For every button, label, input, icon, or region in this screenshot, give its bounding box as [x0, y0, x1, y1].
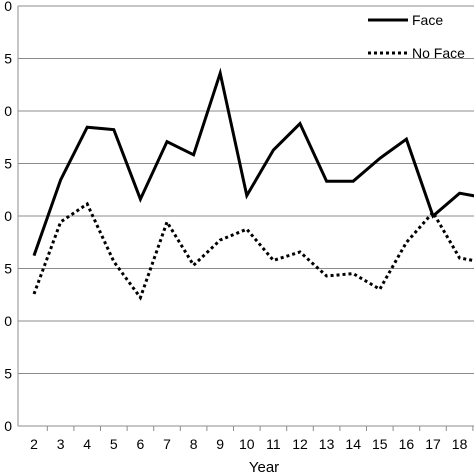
y-tick-label: 0 — [4, 418, 12, 434]
x-tick-label: 7 — [163, 436, 171, 452]
x-tick-label: 9 — [216, 436, 224, 452]
y-tick-label: 5 — [4, 366, 12, 382]
tick-labels: 0505050502345678910111213141516171819 — [4, 0, 468, 452]
legend: Face No Face — [368, 12, 465, 61]
series-line-no-face — [32, 201, 474, 301]
x-tick-label: 11 — [266, 436, 281, 452]
x-tick-label: 16 — [399, 436, 415, 452]
x-tick-label: 14 — [345, 436, 361, 452]
x-axis-title: Year — [249, 459, 279, 474]
series-line-face — [32, 67, 474, 257]
x-tick-label: 13 — [319, 436, 335, 452]
y-tick-label: 5 — [4, 51, 12, 67]
y-tick-label: 5 — [4, 261, 12, 277]
x-tick-label: 8 — [190, 436, 198, 452]
x-tick-label: 2 — [30, 436, 38, 452]
x-tick-label: 5 — [110, 436, 118, 452]
y-tick-label: 5 — [4, 156, 12, 172]
x-tick-label: 4 — [83, 436, 91, 452]
x-tick-label: 18 — [452, 436, 468, 452]
y-tick-label: 0 — [4, 313, 12, 329]
x-tick-label: 17 — [425, 436, 441, 452]
y-tick-label: 0 — [4, 103, 12, 119]
legend-label-face: Face — [412, 12, 443, 28]
x-tick-label: 3 — [57, 436, 65, 452]
axes — [17, 6, 474, 431]
x-tick-label: 6 — [137, 436, 145, 452]
x-tick-label: 10 — [239, 436, 255, 452]
legend-label-no-face: No Face — [412, 45, 465, 61]
x-tick-label: 12 — [292, 436, 308, 452]
series-lines — [32, 67, 474, 301]
x-tick-label: 15 — [372, 436, 388, 452]
y-tick-label: 0 — [4, 0, 12, 14]
y-tick-label: 0 — [4, 208, 12, 224]
